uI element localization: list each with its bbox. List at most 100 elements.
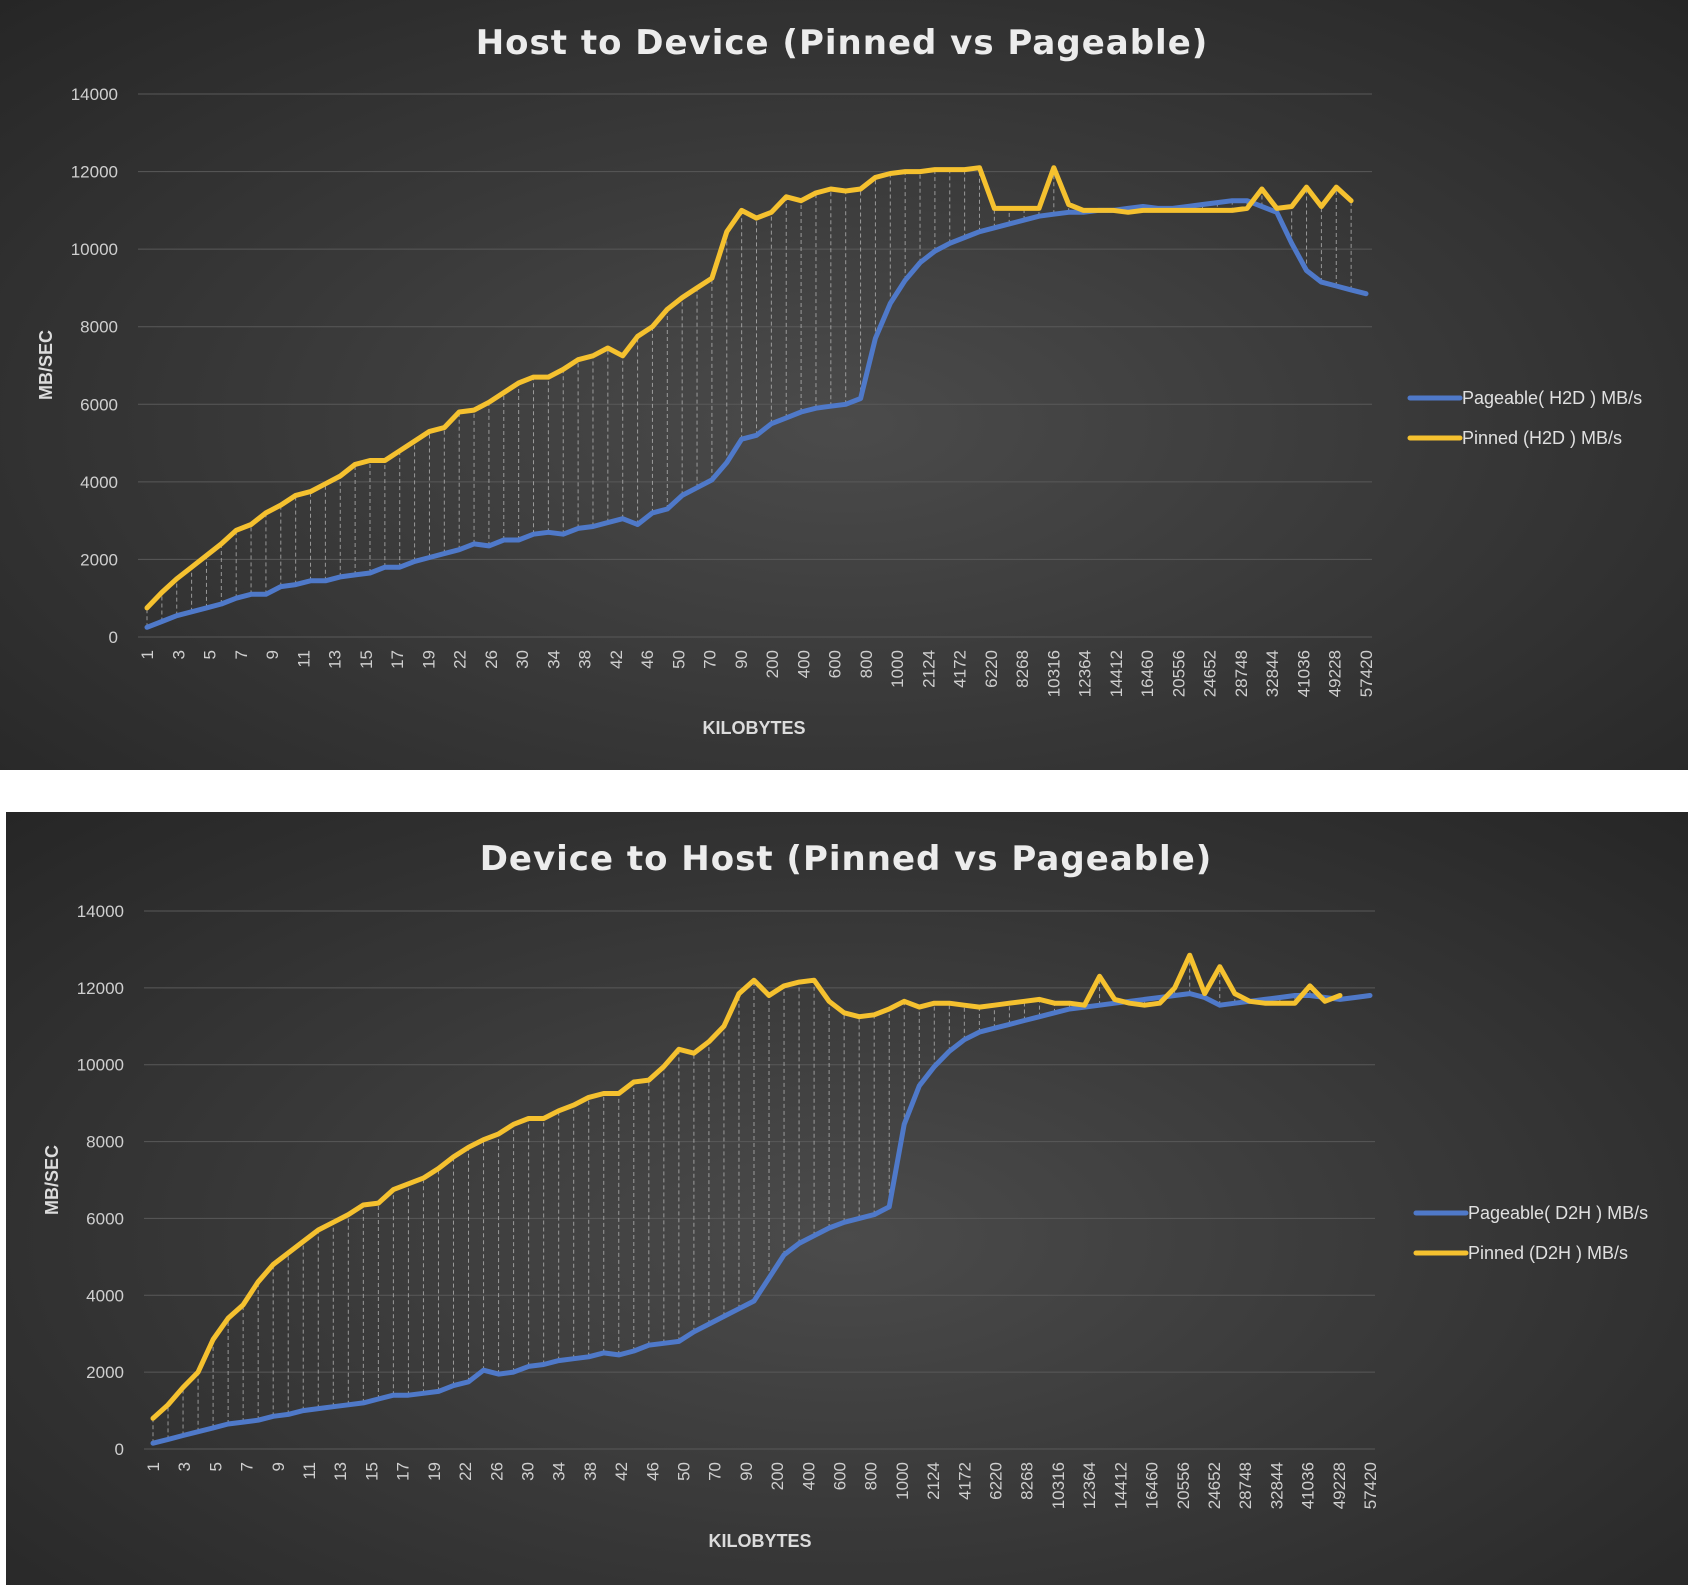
x-tick-label: 32844 [1263, 650, 1282, 697]
x-tick-label: 6220 [987, 1462, 1006, 1500]
x-tick-label: 10316 [1049, 1462, 1068, 1509]
x-tick-label: 9 [263, 650, 282, 659]
x-tick-label: 46 [643, 1462, 662, 1481]
x-tick-label: 49228 [1330, 1462, 1349, 1509]
x-tick-label: 42 [612, 1462, 631, 1481]
x-axis-title: KILOBYTES [708, 1531, 811, 1551]
y-tick-label: 14000 [77, 902, 124, 921]
x-tick-label: 70 [701, 650, 720, 669]
x-tick-label: 24652 [1205, 1462, 1224, 1509]
x-tick-label: 49228 [1326, 650, 1345, 697]
x-tick-label: 3 [169, 650, 188, 659]
x-tick-label: 5 [201, 650, 220, 659]
x-tick-label: 14412 [1111, 1462, 1130, 1509]
chart-panel-d2h: Device to Host (Pinned vs Pageable) 0 2000… [6, 812, 1688, 1585]
x-tick-label: 20556 [1174, 1462, 1193, 1509]
y-axis-title: MB/SEC [42, 1145, 62, 1215]
x-tick-label: 20556 [1169, 650, 1188, 697]
x-tick-label: 28748 [1232, 650, 1251, 697]
x-tick-label: 600 [826, 650, 845, 678]
x-tick-label: 34 [550, 1462, 569, 1481]
x-tick-label: 12364 [1076, 650, 1095, 697]
x-tick-label: 90 [732, 650, 751, 669]
x-tick-label: 200 [763, 650, 782, 678]
x-tick-label: 26 [482, 650, 501, 669]
x-tick-label: 3 [175, 1462, 194, 1471]
x-tick-label: 800 [857, 650, 876, 678]
y-tick-label: 2000 [86, 1363, 124, 1382]
x-tick-label: 42 [607, 650, 626, 669]
legend-label-pageable: Pageable( D2H ) MB/s [1468, 1203, 1648, 1223]
x-tick-label: 19 [419, 650, 438, 669]
y-tick-label: 4000 [86, 1286, 124, 1305]
x-tick-label: 2124 [919, 650, 938, 688]
y-tick-label: 6000 [80, 395, 118, 414]
x-tick-label: 11 [294, 650, 313, 668]
x-tick-label: 19 [425, 1462, 444, 1481]
series-line-pinned [150, 952, 1343, 1421]
x-tick-label: 5 [206, 1462, 225, 1471]
x-tick-label: 50 [669, 650, 688, 669]
y-tick-label: 8000 [86, 1133, 124, 1152]
legend-label-pinned: Pinned (H2D ) MB/s [1462, 428, 1622, 448]
y-tick-label: 0 [115, 1440, 124, 1459]
y-tick-label: 2000 [80, 550, 118, 569]
x-tick-label: 17 [394, 1462, 413, 1481]
x-tick-label: 17 [388, 650, 407, 669]
x-tick-label: 400 [799, 1462, 818, 1490]
x-axis-title: KILOBYTES [702, 718, 805, 738]
x-tick-label: 32844 [1267, 1462, 1286, 1509]
x-tick-label: 1 [144, 1462, 163, 1471]
y-tick-label: 12000 [71, 163, 118, 182]
x-tick-label: 26 [487, 1462, 506, 1481]
y-tick-label: 6000 [86, 1209, 124, 1228]
x-tick-label: 8268 [1018, 1462, 1037, 1500]
x-tick-label: 46 [638, 650, 657, 669]
x-tick-label: 7 [232, 650, 251, 659]
y-tick-label: 12000 [77, 979, 124, 998]
x-tick-label: 38 [576, 650, 595, 669]
x-tick-label: 57420 [1361, 1462, 1380, 1509]
y-tick-label: 10000 [77, 1056, 124, 1075]
y-tick-label: 14000 [71, 85, 118, 104]
chart-title: Device to Host (Pinned vs Pageable) [480, 839, 1213, 879]
x-tick-label: 10316 [1044, 650, 1063, 697]
x-tick-label: 8268 [1013, 650, 1032, 688]
x-tick-label: 70 [706, 1462, 725, 1481]
x-tick-label: 41036 [1299, 1462, 1318, 1509]
x-tick-label: 200 [768, 1462, 787, 1490]
x-tick-label: 15 [362, 1462, 381, 1481]
x-tick-label: 16460 [1143, 1462, 1162, 1509]
x-tick-label: 15 [357, 650, 376, 669]
x-tick-label: 57420 [1357, 650, 1376, 697]
x-tick-label: 30 [513, 650, 532, 669]
x-tick-label: 1000 [888, 650, 907, 688]
x-tick-label: 11 [300, 1462, 319, 1480]
x-tick-label: 34 [544, 650, 563, 669]
x-tick-label: 9 [269, 1462, 288, 1471]
x-tick-label: 800 [862, 1462, 881, 1490]
y-axis-title: MB/SEC [36, 330, 56, 400]
x-tick-label: 1000 [893, 1462, 912, 1500]
x-tick-label: 7 [238, 1462, 257, 1471]
x-tick-label: 90 [737, 1462, 756, 1481]
legend-label-pageable: Pageable( H2D ) MB/s [1462, 388, 1642, 408]
x-tick-label: 4172 [951, 650, 970, 688]
x-tick-label: 4172 [955, 1462, 974, 1500]
x-tick-label: 2124 [924, 1462, 943, 1500]
x-tick-label: 13 [326, 650, 345, 669]
y-tick-label: 4000 [80, 473, 118, 492]
x-tick-label: 22 [451, 650, 470, 669]
chart-h2d: Host to Device (Pinned vs Pageable) 0 2000… [36, 23, 1642, 738]
y-tick-label: 8000 [80, 318, 118, 337]
x-tick-label: 400 [794, 650, 813, 678]
x-tick-label: 38 [581, 1462, 600, 1481]
x-tick-label: 14412 [1107, 650, 1126, 697]
x-tick-label: 22 [456, 1462, 475, 1481]
chart-d2h: Device to Host (Pinned vs Pageable) 0 2000… [42, 839, 1648, 1551]
x-tick-label: 600 [831, 1462, 850, 1490]
x-tick-label: 50 [674, 1462, 693, 1481]
x-tick-label: 12364 [1080, 1462, 1099, 1509]
x-tick-label: 6220 [982, 650, 1001, 688]
x-tick-label: 30 [518, 1462, 537, 1481]
